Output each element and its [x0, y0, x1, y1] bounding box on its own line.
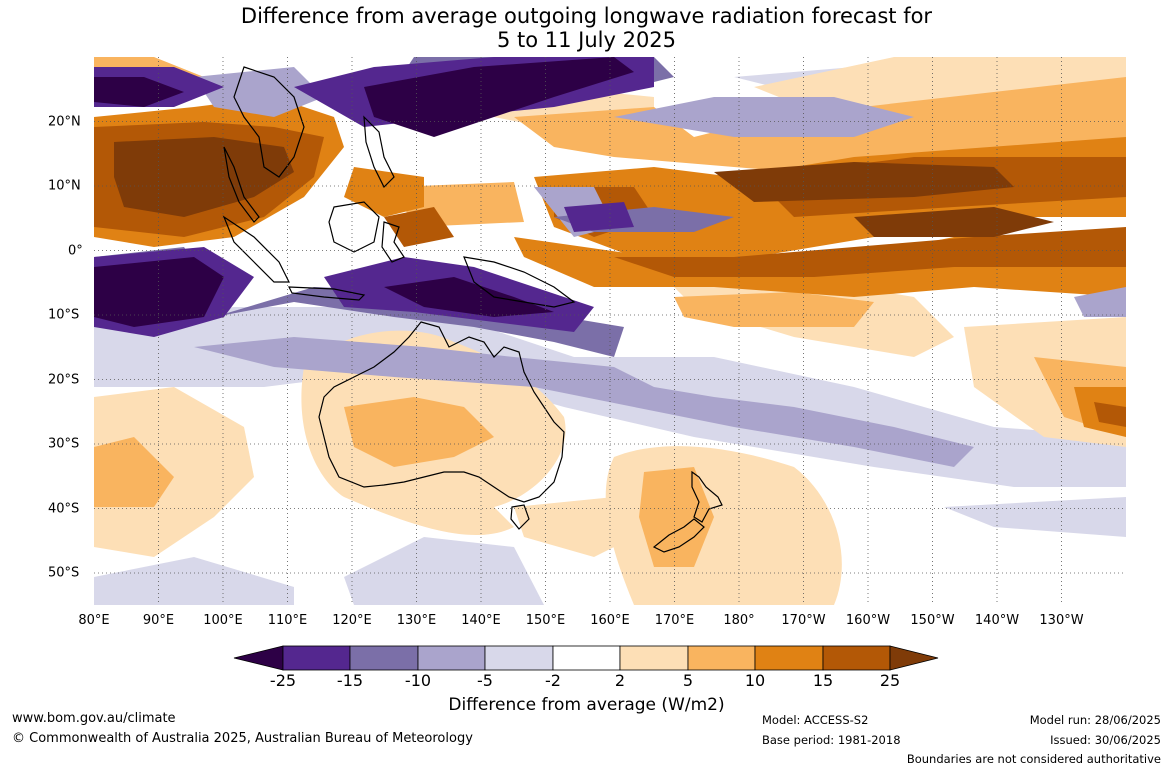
colorbar-tick-label: 5: [682, 671, 694, 690]
philippines-coastline: [363, 115, 395, 189]
new-zealand-south-coastline: [652, 518, 705, 553]
colorbar-swatch: [552, 645, 621, 671]
lon-label: 130°E: [396, 613, 437, 628]
java-coastline: [288, 286, 366, 301]
colorbar-swatch: [282, 645, 351, 671]
colorbar-swatch: [754, 645, 824, 671]
anomaly-zone-lt-neg25: [94, 57, 634, 327]
lon-label: 160°W: [845, 613, 891, 628]
lon-label: 180°: [723, 613, 755, 628]
lat-label: 30°S: [48, 436, 80, 452]
colorbar-tick-label: -15: [336, 671, 364, 690]
lat-label: 10°S: [48, 307, 80, 323]
colorbar-swatch: [349, 645, 419, 671]
lat-label: 20°S: [48, 372, 80, 387]
borneo-coastline: [328, 201, 380, 253]
anomaly-zone-neg10-neg5: [194, 67, 1126, 467]
lon-label: 140°W: [974, 613, 1020, 628]
colorbar-tick-label: 2: [614, 671, 626, 690]
issued-text: Issued: 30/06/2025: [1050, 733, 1161, 747]
colorbar-arrow-low: [233, 645, 284, 671]
new-guinea-coastline: [463, 256, 576, 308]
model-run-text: Model run: 28/06/2025: [1029, 713, 1161, 727]
colorbar-tick-label: 10: [744, 671, 766, 690]
lon-label: 90°E: [142, 613, 175, 628]
lat-label: 0°: [68, 243, 83, 258]
colorbar-swatch: [619, 645, 689, 671]
colorbar-tick-label: -5: [477, 671, 493, 690]
colorbar: [233, 645, 939, 671]
title-line-2: 5 to 11 July 2025: [496, 28, 677, 52]
model-text: Model: ACCESS-S2: [762, 713, 869, 727]
lon-label: 100°E: [203, 613, 243, 628]
australia-coastline: [318, 321, 565, 503]
disclaimer-text: Boundaries are not considered authoritat…: [906, 752, 1161, 766]
lat-label: 40°S: [48, 501, 80, 516]
colorbar-tick-label: -25: [269, 671, 297, 690]
anomaly-zone-gt25: [114, 137, 1054, 237]
lat-label: 20°N: [48, 114, 81, 129]
lat-label: 50°S: [48, 565, 80, 581]
colorbar-swatch: [687, 645, 756, 671]
colorbar-tick-label: -2: [545, 671, 561, 690]
graticule: [94, 57, 1126, 605]
lon-label: 140°E: [461, 613, 501, 628]
colorbar-title: Difference from average (W/m2): [448, 695, 725, 715]
lon-label: 150°W: [910, 613, 955, 628]
tasmania-coastline: [510, 504, 530, 530]
lon-label: 170°W: [781, 613, 826, 628]
copyright-text: © Commonwealth of Australia 2025, Austra…: [12, 731, 473, 746]
colorbar-tick-label: -10: [404, 671, 432, 690]
malay-peninsula-coastline: [223, 146, 260, 223]
colorbar-tick-label: 25: [879, 671, 901, 690]
title-line-1: Difference from average outgoing longwav…: [240, 4, 933, 28]
lat-label: 10°N: [48, 178, 81, 194]
colorbar-swatch: [822, 645, 891, 671]
lon-label: 160°E: [590, 613, 630, 628]
colorbar-swatch: [484, 645, 554, 671]
sumatra-coastline: [222, 215, 290, 283]
sulawesi-coastline: [381, 221, 405, 263]
website-link[interactable]: www.bom.gov.au/climate: [12, 711, 176, 726]
colorbar-tick-label: 15: [812, 671, 834, 690]
lon-label: 120°E: [332, 613, 372, 628]
new-zealand-north-coastline: [691, 470, 723, 523]
base-period-text: Base period: 1981-2018: [762, 733, 901, 747]
lon-label: 110°E: [267, 613, 308, 628]
lon-label: 130°W: [1039, 613, 1084, 628]
colorbar-arrow-high: [889, 645, 939, 671]
lon-label: 150°E: [525, 613, 566, 628]
lon-label: 170°E: [654, 613, 695, 628]
colorbar-swatch: [417, 645, 486, 671]
coastlines: [222, 66, 723, 553]
olr-anomaly-map: [94, 57, 1126, 605]
lon-label: 80°E: [78, 613, 110, 628]
map-title: Difference from average outgoing longwav…: [0, 4, 1173, 52]
indochina-coastline: [233, 66, 305, 178]
